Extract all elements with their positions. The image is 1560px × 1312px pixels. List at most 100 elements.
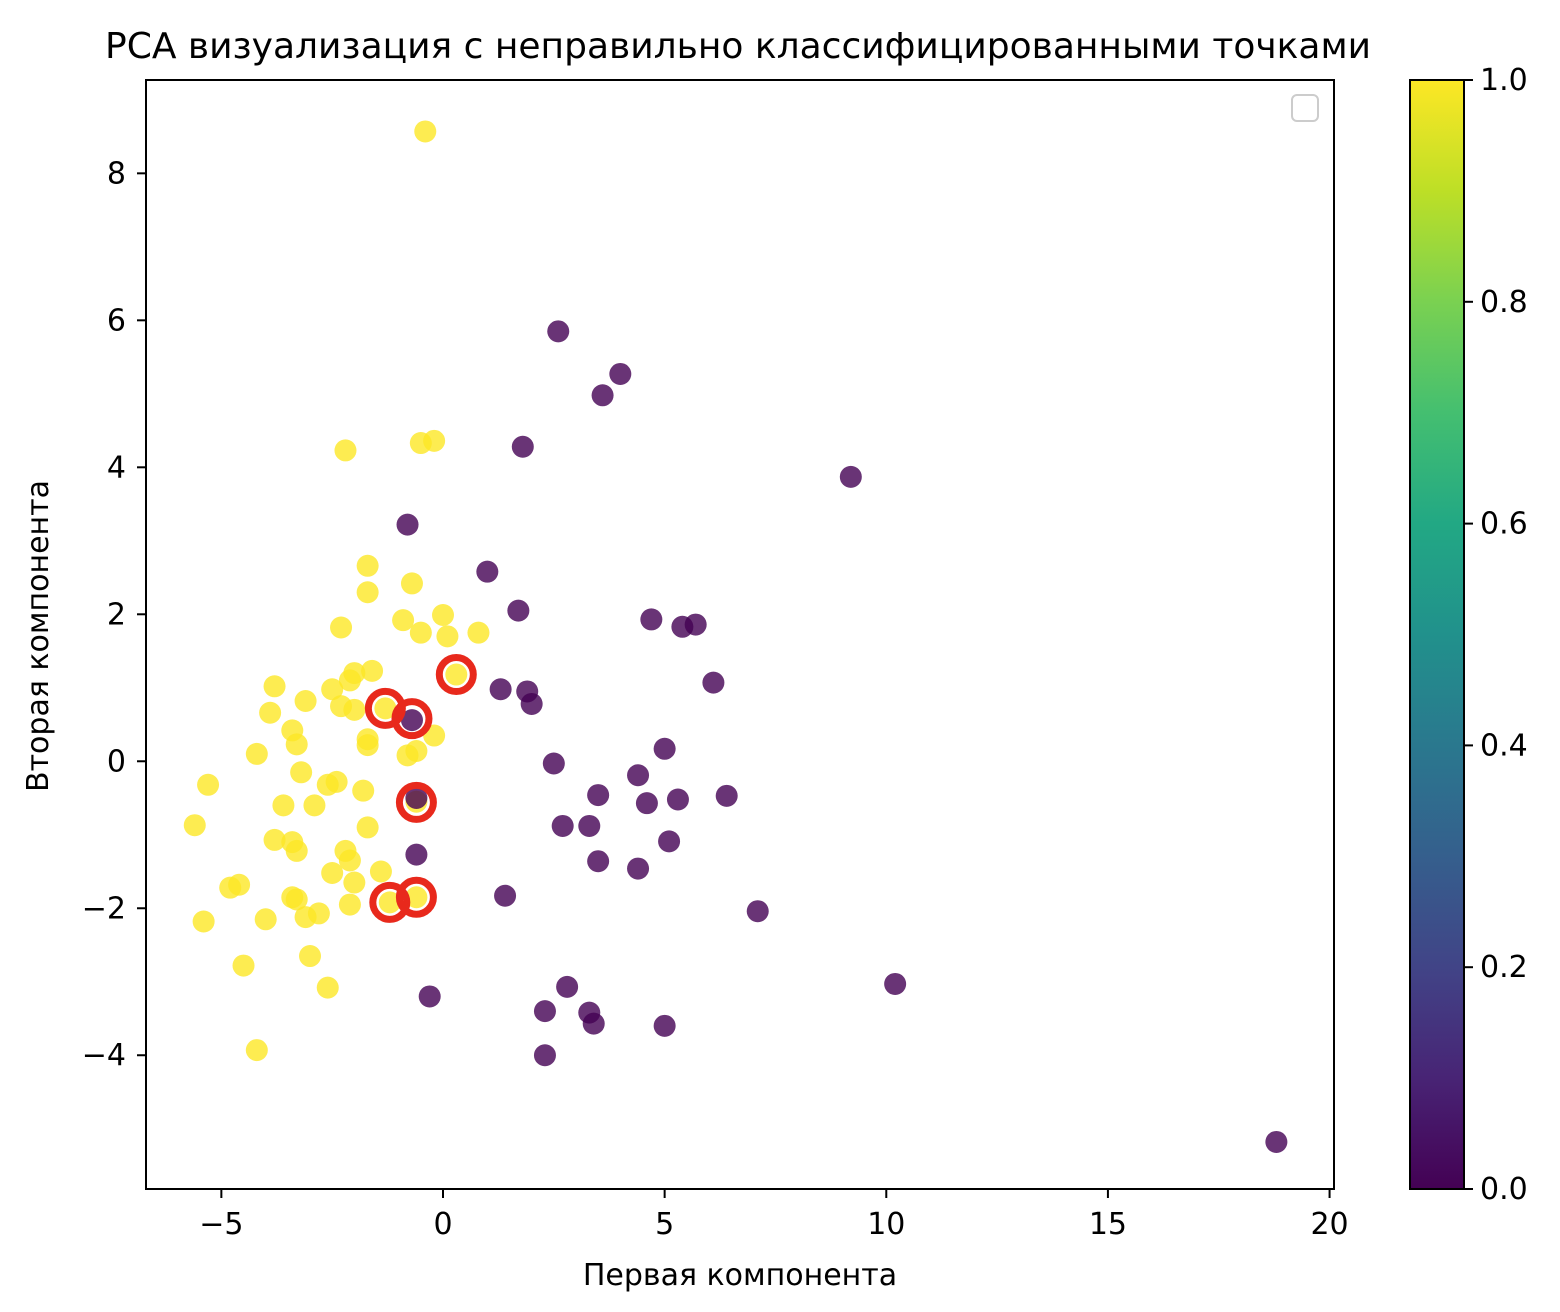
scatter-point-class-1 <box>285 839 308 862</box>
scatter-point-class-1 <box>294 690 317 713</box>
scatter-point-class-1 <box>338 669 361 692</box>
scatter-point-class-1 <box>356 554 379 577</box>
scatter-point-class-1 <box>361 659 384 682</box>
x-tick-label: 0 <box>433 1207 452 1242</box>
scatter-point-class-0 <box>405 787 428 810</box>
scatter-point-class-0 <box>591 384 614 407</box>
scatter-point-class-0 <box>587 850 610 873</box>
scatter-point-class-1 <box>321 678 344 701</box>
scatter-point-class-0 <box>627 764 650 787</box>
x-axis: −5 0 5 10 15 20 <box>199 1189 1349 1242</box>
scatter-point-class-1 <box>285 888 308 911</box>
scatter-point-class-1 <box>303 794 326 817</box>
scatter-point-class-0 <box>702 671 725 694</box>
scatter-point-class-0 <box>582 1012 605 1035</box>
scatter-point-class-1 <box>414 120 437 143</box>
y-tick-label: −4 <box>82 1038 126 1073</box>
scatter-point-class-1 <box>405 886 428 909</box>
scatter-point-class-1 <box>436 625 459 648</box>
scatter-point-class-1 <box>445 663 468 686</box>
scatter-point-class-1 <box>338 849 361 872</box>
scatter-point-class-0 <box>405 843 428 866</box>
misclassified-marker <box>395 781 437 823</box>
scatter-point-class-1 <box>299 945 322 968</box>
scatter-point-class-0 <box>556 975 579 998</box>
scatter-point-class-0 <box>658 830 681 853</box>
scatter-point-class-0 <box>533 1000 556 1023</box>
legend-box <box>1291 94 1319 122</box>
x-tick-label: −5 <box>199 1207 243 1242</box>
scatter-point-class-0 <box>520 692 543 715</box>
scatter-point-class-0 <box>476 560 499 583</box>
colorbar-tick-label: 1.0 <box>1480 63 1528 98</box>
scatter-point-class-0 <box>684 613 707 636</box>
scatter-point-class-0 <box>587 784 610 807</box>
scatter-point-class-1 <box>290 761 313 784</box>
scatter-point-class-0 <box>533 1044 556 1067</box>
scatter-point-class-0 <box>715 784 738 807</box>
scatter-point-class-1 <box>316 976 339 999</box>
scatter-point-class-1 <box>369 860 392 883</box>
scatter-point-class-0 <box>400 709 423 732</box>
scatter-point-class-1 <box>356 581 379 604</box>
scatter-point-class-1 <box>405 739 428 762</box>
points-layer <box>183 120 1288 1153</box>
y-axis: −4 −2 0 2 4 6 8 <box>82 156 146 1073</box>
colorbar-axis: 0.0 0.2 0.4 0.6 0.8 1.0 <box>1464 63 1528 1207</box>
x-tick-label: 15 <box>1089 1207 1127 1242</box>
scatter-point-class-1 <box>183 814 206 837</box>
colorbar-tick-label: 0.2 <box>1480 950 1528 985</box>
y-tick-label: 2 <box>107 597 126 632</box>
scatter-point-class-0 <box>578 814 601 837</box>
y-tick-label: 6 <box>107 303 126 338</box>
colorbar-tick-label: 0.8 <box>1480 285 1528 320</box>
misclassified-rings-layer <box>364 654 477 923</box>
scatter-point-class-1 <box>356 816 379 839</box>
plot-frame <box>145 79 1335 1190</box>
scatter-point-class-1 <box>392 609 415 632</box>
x-tick-label: 20 <box>1310 1207 1348 1242</box>
scatter-point-class-0 <box>635 792 658 815</box>
scatter-point-class-0 <box>507 599 530 622</box>
x-tick-label: 5 <box>655 1207 674 1242</box>
scatter-point-class-0 <box>746 900 769 923</box>
scatter-point-class-0 <box>839 465 862 488</box>
scatter-point-class-1 <box>467 621 490 644</box>
x-axis-label: Первая компонента <box>583 1258 897 1293</box>
scatter-point-class-0 <box>653 737 676 760</box>
scatter-point-class-1 <box>352 779 375 802</box>
scatter-point-class-1 <box>343 871 366 894</box>
scatter-point-class-0 <box>542 752 565 775</box>
misclassified-marker <box>395 876 437 918</box>
scatter-point-class-1 <box>343 698 366 721</box>
scatter-point-class-1 <box>409 621 432 644</box>
scatter-point-class-1 <box>423 429 446 452</box>
scatter-point-class-1 <box>192 910 215 933</box>
scatter-point-class-0 <box>884 972 907 995</box>
scatter-point-class-1 <box>263 675 286 698</box>
scatter-point-class-1 <box>400 572 423 595</box>
y-axis-label: Вторая компонента <box>21 480 56 792</box>
scatter-point-class-1 <box>245 1039 268 1062</box>
scatter-point-class-1 <box>197 773 220 796</box>
scatter-point-class-1 <box>316 773 339 796</box>
y-tick-label: 4 <box>107 450 126 485</box>
scatter-point-class-0 <box>640 608 663 631</box>
scatter-point-class-1 <box>294 906 317 929</box>
scatter-point-class-0 <box>653 1014 676 1037</box>
scatter-point-class-1 <box>378 891 401 914</box>
misclassified-marker <box>391 698 433 740</box>
scatter-point-class-0 <box>494 884 517 907</box>
scatter-point-class-1 <box>432 604 454 627</box>
scatter-point-class-0 <box>396 513 419 536</box>
scatter-point-class-0 <box>511 435 534 458</box>
colorbar <box>1409 79 1465 1190</box>
scatter-point-class-1 <box>254 908 277 931</box>
misclassified-marker <box>369 881 411 923</box>
scatter-point-class-0 <box>489 678 512 701</box>
scatter-point-class-1 <box>263 828 286 851</box>
scatter-point-class-1 <box>356 734 379 757</box>
